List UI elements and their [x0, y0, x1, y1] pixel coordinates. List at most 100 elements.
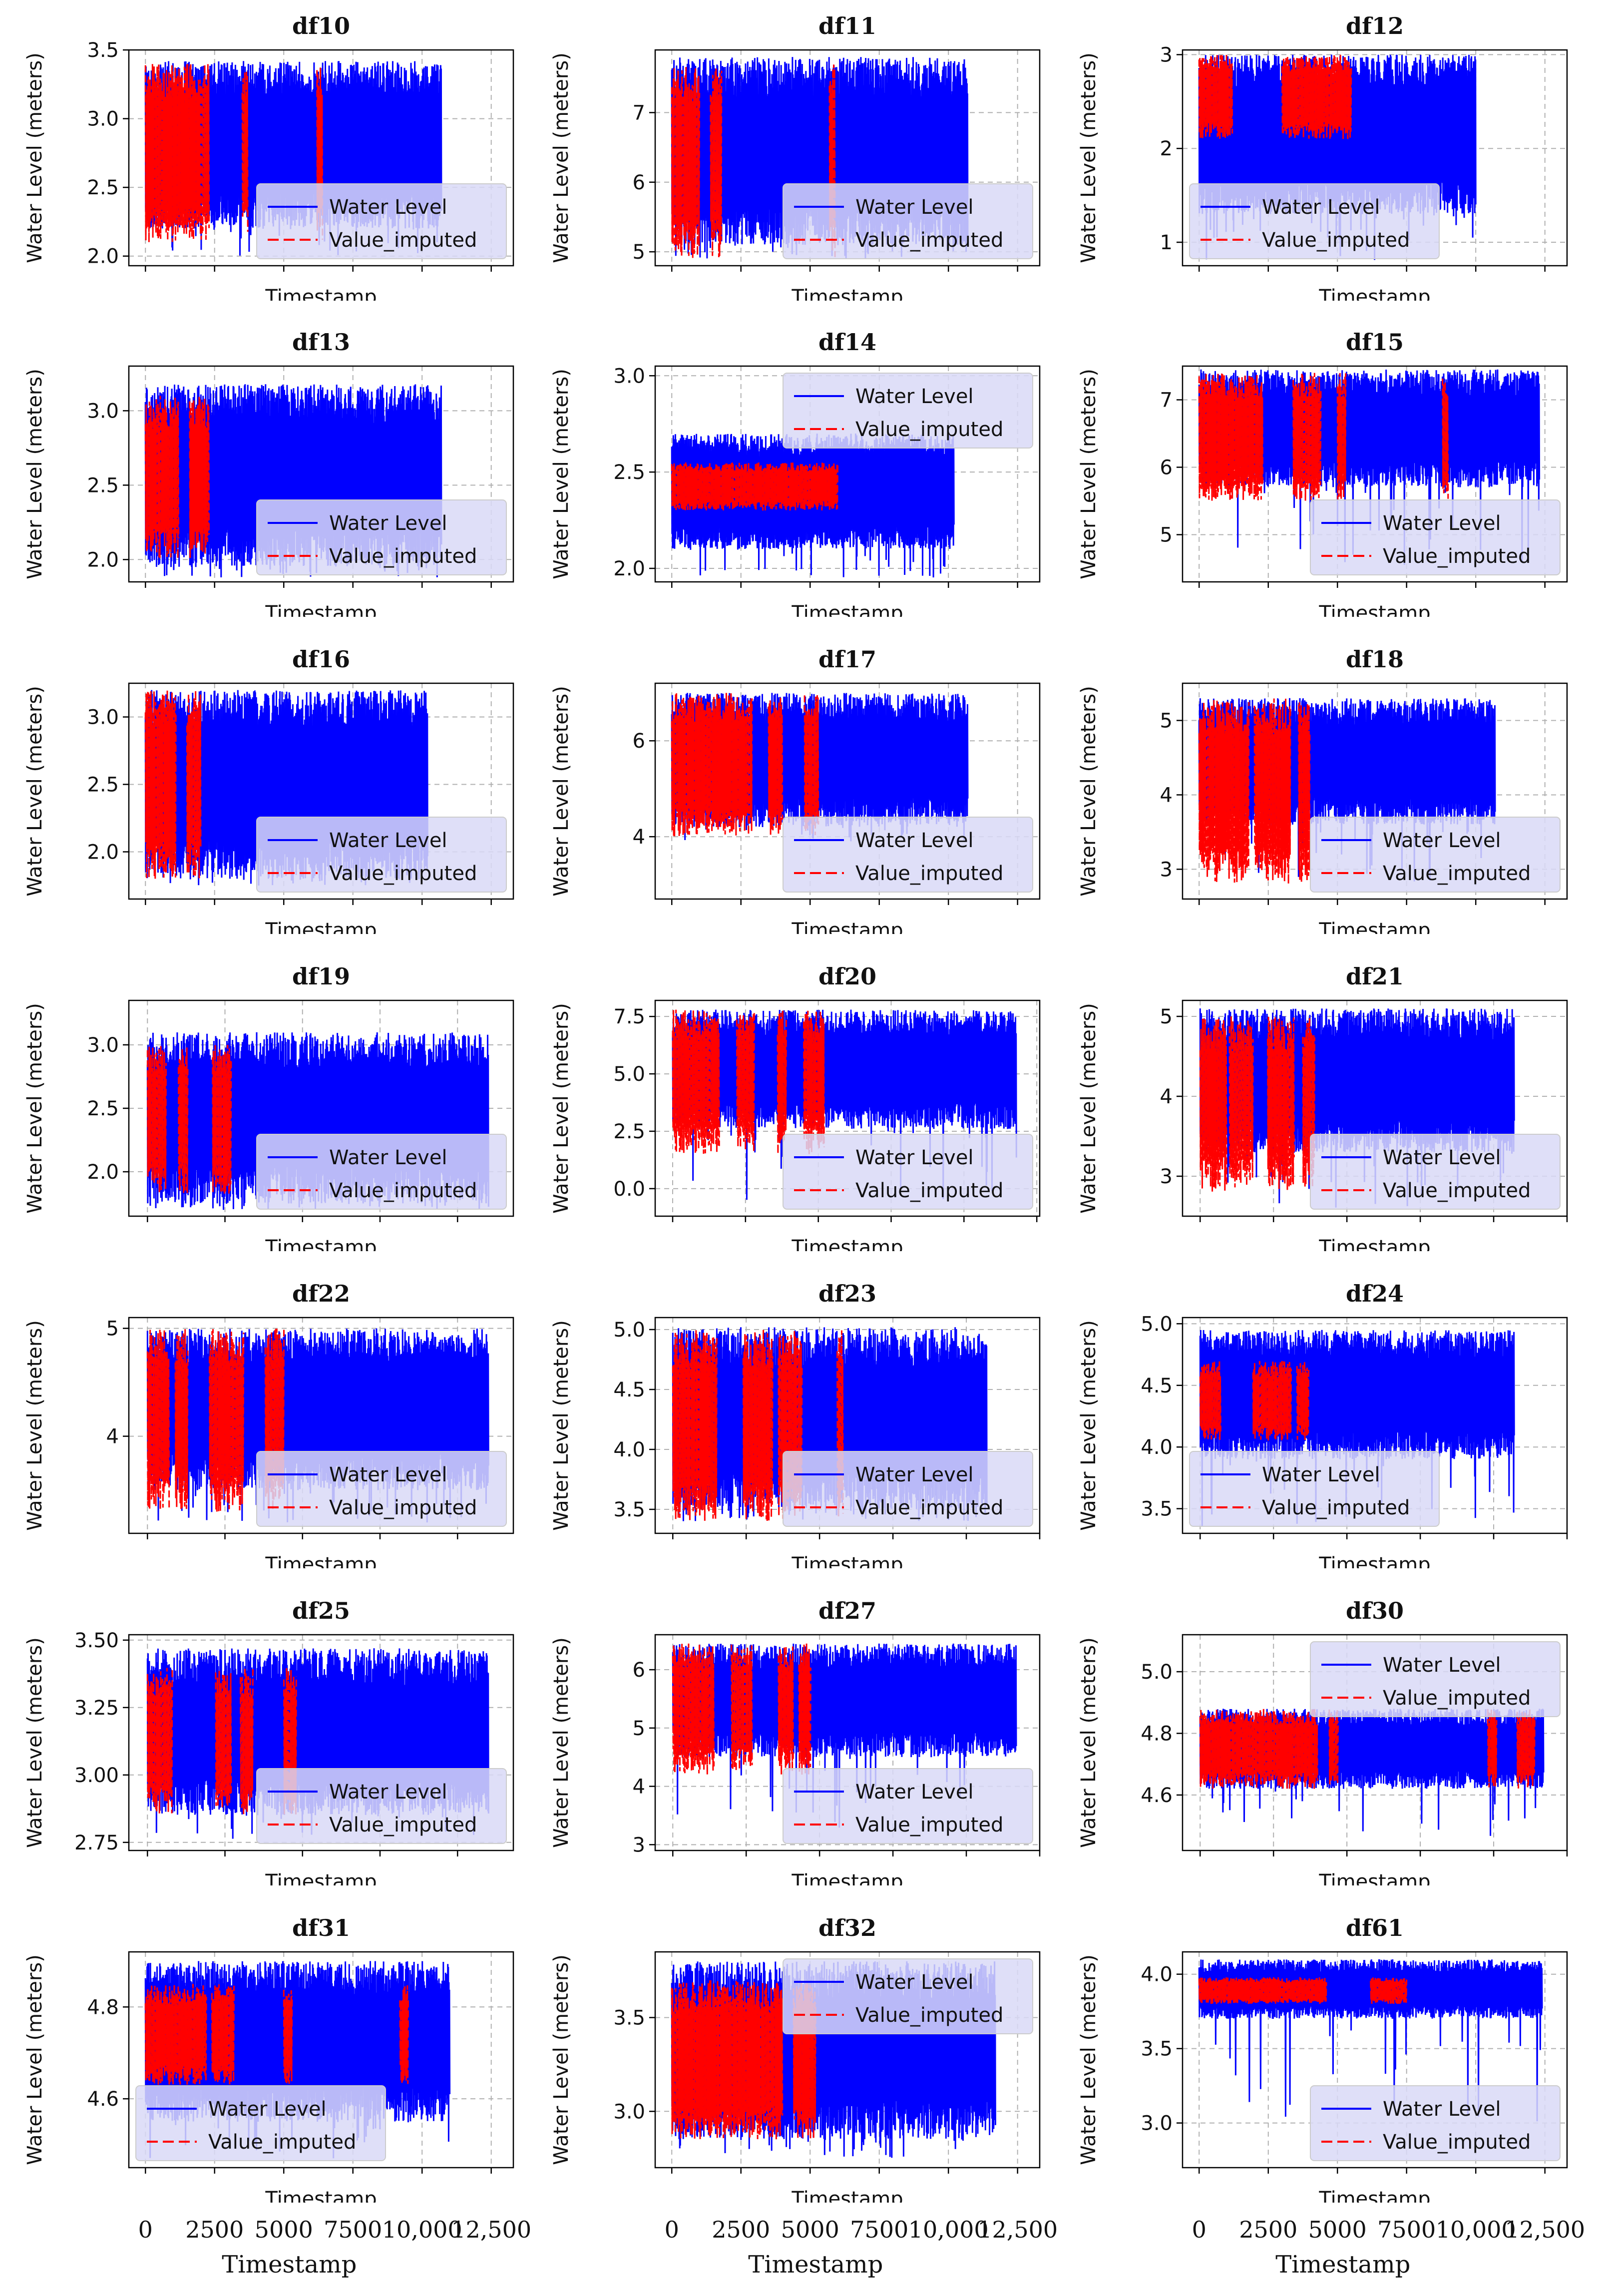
y-tick-label: 4	[106, 1425, 119, 1448]
y-tick-label: 5.0	[1141, 1313, 1173, 1336]
plot-frame	[1182, 999, 1568, 1217]
water-level-line	[1198, 698, 1496, 882]
legend-label-imputed: Value_imputed	[855, 418, 1003, 441]
legend-label-water-level: Water Level	[855, 196, 974, 219]
legend-label-water-level: Water Level	[329, 1781, 447, 1804]
imputed-line	[212, 1044, 232, 1195]
legend-box	[256, 499, 507, 575]
y-tick-label: 5	[1160, 1005, 1173, 1028]
legend-label-water-level: Water Level	[1383, 1146, 1501, 1169]
panel-title: df22	[292, 1280, 350, 1307]
legend-label-imputed: Value_imputed	[1383, 2131, 1531, 2154]
bottom-x-axis-label: Timestamp	[748, 2251, 883, 2279]
plot-frame	[654, 365, 1041, 583]
legend-label-imputed: Value_imputed	[329, 1496, 477, 1519]
panel-title: df16	[292, 646, 350, 673]
imputed-line	[174, 1329, 189, 1509]
y-tick-label: 0.0	[613, 1178, 645, 1201]
y-tick-label: 3.5	[1141, 2038, 1173, 2061]
imputed-line	[710, 68, 723, 258]
y-tick-label: 2.5	[87, 1097, 119, 1120]
imputed-line	[1296, 1361, 1310, 1440]
legend-label-water-level: Water Level	[329, 1146, 447, 1169]
legend-label-water-level: Water Level	[329, 1463, 447, 1486]
y-tick-label: 7	[633, 101, 645, 124]
imputed-line	[778, 1331, 803, 1519]
plot-frame	[1182, 1634, 1568, 1851]
legend-label-imputed: Value_imputed	[855, 229, 1003, 252]
legend: Water Level Value_imputed	[783, 183, 1033, 259]
imputed-line	[1198, 700, 1250, 883]
chart-panel-df17: df17 4 6 Water Level (meters) Timestamp Water…	[550, 646, 1041, 934]
y-axis-label: Water Level (meters)	[550, 1954, 573, 2165]
y-tick-label: 6	[633, 171, 645, 194]
y-axis-label: Water Level (meters)	[23, 52, 46, 263]
legend-label-water-level: Water Level	[855, 829, 974, 852]
legend: Water Level Value_imputed	[783, 817, 1033, 893]
y-tick-label: 5	[633, 241, 645, 264]
y-tick-label: 7	[1160, 389, 1173, 412]
bottom-x-axis-label: Timestamp	[222, 2251, 357, 2279]
y-tick-label: 3.0	[1141, 2112, 1173, 2135]
legend-label-water-level: Water Level	[1262, 1463, 1380, 1486]
imputed-line	[1252, 1361, 1292, 1441]
legend: Water Level Value_imputed	[783, 373, 1033, 449]
y-tick-label: 6	[1160, 457, 1173, 479]
imputed-line	[777, 1010, 787, 1154]
y-tick-label: 5.0	[613, 1319, 645, 1342]
chart-panel-df10: df10 2.0 2.5 3.0 3.5 Water Level (meters) Time…	[23, 12, 514, 301]
panel-title: df21	[1346, 963, 1404, 990]
imputed-line	[671, 67, 701, 258]
imputed-line	[146, 1668, 173, 1814]
chart-panel-df16: df16 2.0 2.5 3.0 Water Level (meters) Timesta…	[23, 646, 514, 934]
imputed-line	[672, 1009, 720, 1154]
bottom-tick-label: 12,500	[977, 2216, 1058, 2243]
y-tick-label: 4	[1160, 1085, 1173, 1108]
y-axis-label: Water Level (meters)	[1077, 52, 1100, 263]
legend: Water Level Value_imputed	[1310, 1641, 1561, 1717]
legend-label-imputed: Value_imputed	[855, 2004, 1003, 2027]
y-tick-label: 3.0	[87, 400, 119, 423]
imputed-line	[144, 396, 180, 559]
series-group	[146, 1648, 489, 1839]
imputed-line	[241, 70, 249, 232]
x-axis-label-group: Timestamp	[1318, 1870, 1430, 1885]
legend-label-imputed: Value_imputed	[208, 2131, 356, 2154]
y-tick-label: 2.0	[87, 548, 119, 571]
series-group	[671, 693, 969, 842]
bottom-tick-label: 10,000	[1436, 2216, 1516, 2243]
imputed-line	[146, 1045, 167, 1193]
chart-panel-df13: df13 2.0 2.5 3.0 Water Level (meters) Timesta…	[23, 329, 514, 617]
x-axis-label: Timestamp	[791, 1236, 903, 1259]
plot-frame	[128, 1634, 514, 1851]
imputed-line	[803, 1010, 825, 1154]
y-tick-label: 2.0	[87, 1161, 119, 1184]
y-tick-label: 2.5	[87, 774, 119, 797]
imputed-line	[1442, 378, 1449, 499]
y-tick-label: 2.5	[613, 1120, 645, 1143]
x-axis-label-group: Timestamp	[791, 919, 903, 934]
imputed-line	[671, 462, 839, 511]
legend: Water Level Value_imputed	[783, 1451, 1033, 1527]
series-group	[144, 384, 442, 578]
panel-title: df20	[818, 963, 876, 990]
imputed-line	[1281, 54, 1352, 139]
legend-box	[783, 1134, 1033, 1210]
bottom-tick-label: 10,000	[382, 2216, 462, 2243]
legend-label-imputed: Value_imputed	[1383, 1179, 1531, 1202]
legend-label-water-level: Water Level	[1383, 512, 1501, 535]
legend: Water Level Value_imputed	[256, 499, 507, 575]
plot-frame	[128, 365, 514, 583]
legend-box	[1310, 2085, 1561, 2161]
legend-label-water-level: Water Level	[208, 2098, 327, 2121]
x-axis-label-group: Timestamp	[791, 1553, 903, 1568]
imputed-line	[177, 1047, 189, 1194]
series-group	[144, 690, 428, 886]
water-level-line	[146, 1328, 489, 1523]
imputed-line	[1487, 1709, 1498, 1788]
y-axis-label: Water Level (meters)	[550, 1320, 573, 1531]
y-axis-label: Water Level (meters)	[1077, 369, 1100, 579]
legend: Water Level Value_imputed	[783, 1958, 1033, 2034]
